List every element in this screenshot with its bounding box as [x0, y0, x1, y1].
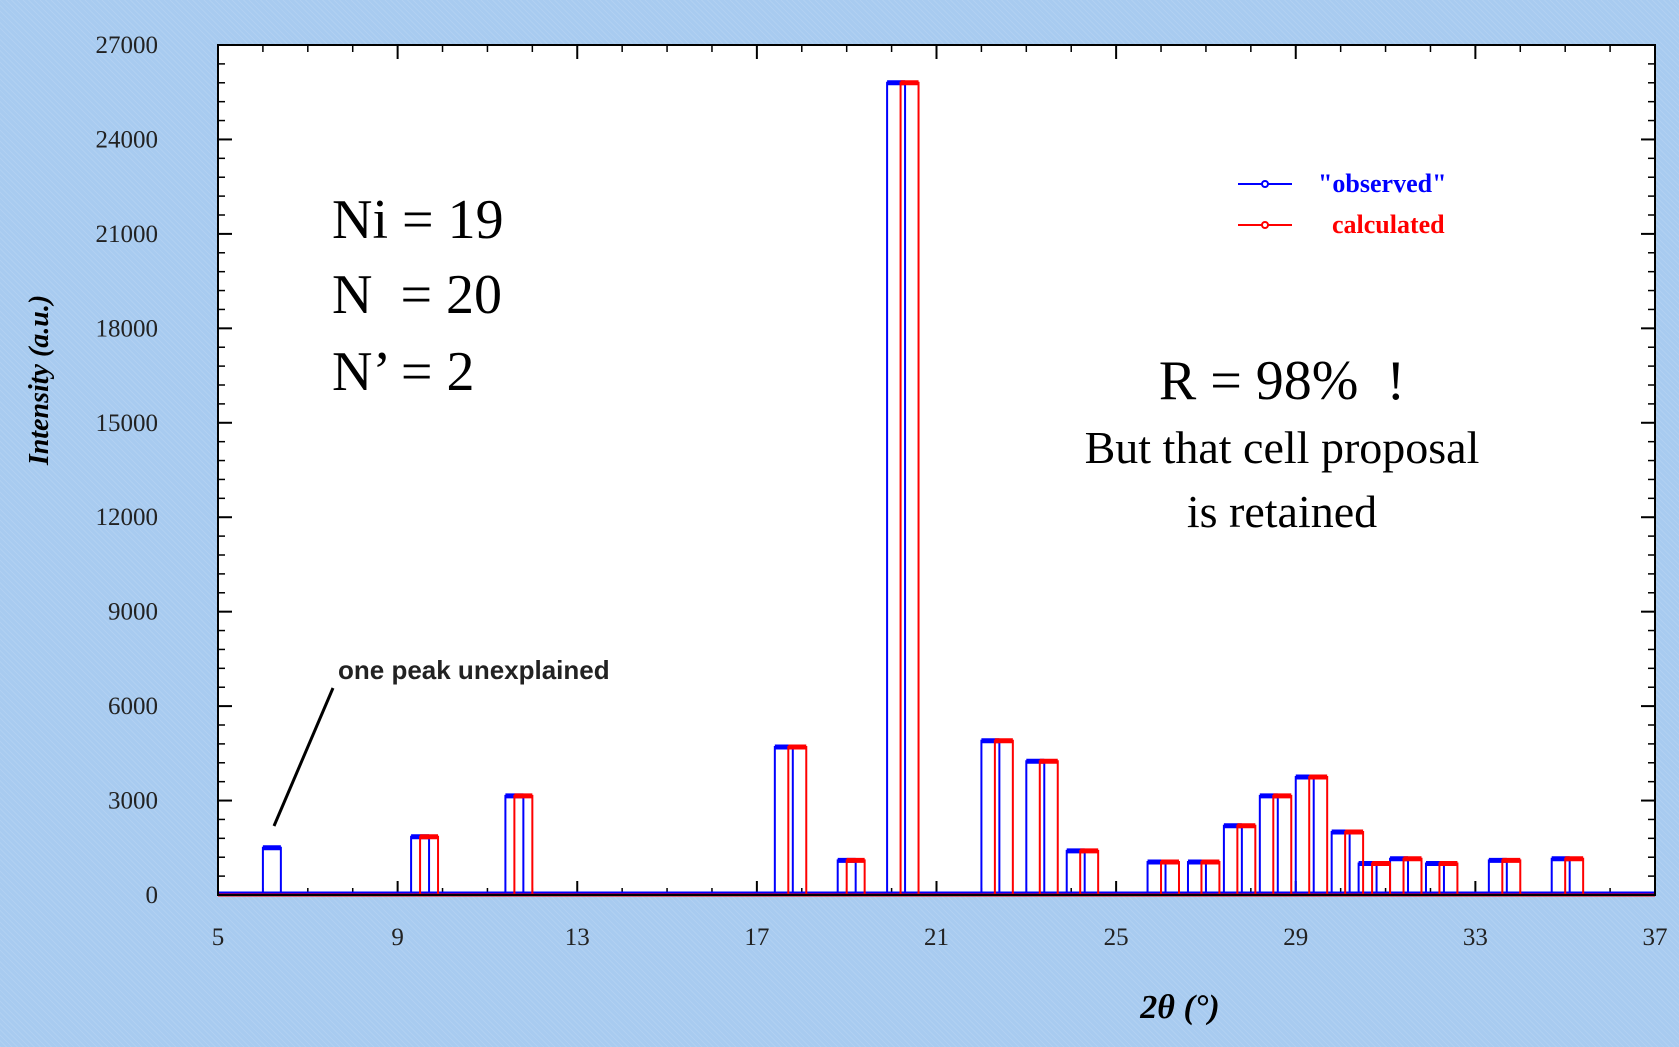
- y-tick-label: 0: [146, 882, 159, 909]
- annotation-nprime: N’ = 2: [332, 341, 475, 403]
- legend-observed-label: "observed": [1318, 169, 1447, 198]
- x-axis-title: 2θ (°): [1139, 989, 1219, 1026]
- annotation-unexplained: one peak unexplained: [338, 655, 610, 685]
- y-tick-labels: 0 3000 6000 9000 12000 15000 18000 21000 24000 27…: [96, 32, 159, 909]
- y-tick-label: 15000: [96, 410, 159, 437]
- legend-observed-marker: [1261, 180, 1269, 188]
- annotation-r: R = 98% !: [1159, 350, 1405, 412]
- annotation-unexplained-pointer: [272, 687, 335, 827]
- plot-area: [217, 44, 1656, 896]
- y-tick-label: 12000: [96, 504, 159, 531]
- x-tick-label: 13: [565, 924, 590, 951]
- x-tick-label: 17: [744, 924, 769, 951]
- x-tick-label: 5: [212, 924, 225, 951]
- y-tick-label: 9000: [108, 599, 158, 626]
- legend-calculated-label: calculated: [1332, 210, 1445, 239]
- x-tick-label: 21: [924, 924, 949, 951]
- annotation-note-line1: But that cell proposal: [1085, 422, 1480, 473]
- x-tick-label: 29: [1283, 924, 1308, 951]
- x-tick-labels: 5 9 13 17 21 25 29 33 37: [212, 924, 1668, 951]
- legend-calculated-marker: [1261, 221, 1269, 229]
- y-tick-label: 24000: [96, 126, 159, 153]
- legend: "observed" calculated: [1238, 169, 1447, 239]
- y-tick-label: 27000: [96, 32, 159, 59]
- x-tick-label: 33: [1463, 924, 1488, 951]
- annotation-ni: Ni = 19: [332, 189, 504, 251]
- annotation-n: N = 20: [332, 264, 502, 326]
- y-tick-label: 21000: [96, 221, 159, 248]
- y-tick-label: 3000: [108, 788, 158, 815]
- y-axis-title: Intensity (a.u.): [24, 295, 55, 466]
- y-tick-label: 6000: [108, 693, 158, 720]
- plot-frame: [217, 44, 1656, 896]
- x-tick-label: 37: [1643, 924, 1668, 951]
- y-tick-label: 18000: [96, 315, 159, 342]
- x-tick-label: 25: [1104, 924, 1129, 951]
- annotation-note-line2: is retained: [1187, 486, 1377, 537]
- x-tick-label: 9: [391, 924, 404, 951]
